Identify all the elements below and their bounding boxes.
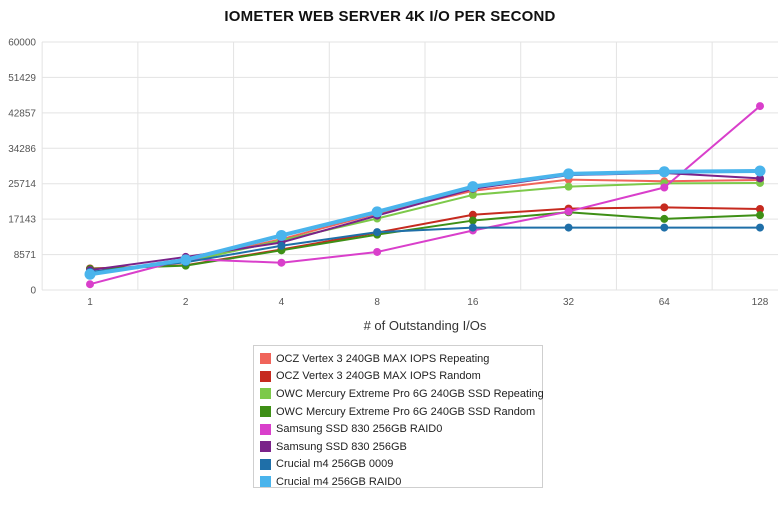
legend-item: Samsung SSD 830 256GB — [260, 438, 536, 456]
data-point — [277, 258, 286, 267]
legend-label: Samsung SSD 830 256GB RAID0 — [276, 423, 443, 436]
x-tick-label: 32 — [563, 297, 575, 308]
y-tick-label: 34286 — [8, 144, 36, 155]
legend-label: OWC Mercury Extreme Pro 6G 240GB SSD Rep… — [276, 387, 544, 400]
x-tick-label: 8 — [374, 297, 380, 308]
data-point — [660, 223, 669, 232]
x-tick-label: 2 — [183, 297, 189, 308]
grid-lines — [41, 41, 778, 291]
legend-swatch — [260, 406, 271, 418]
data-point — [756, 102, 764, 111]
data-point — [564, 207, 573, 216]
legend-label: OWC Mercury Extreme Pro 6G 240GB SSD Ran… — [276, 405, 536, 418]
legend-item: Crucial m4 256GB RAID0 — [260, 473, 536, 491]
data-point — [564, 182, 573, 191]
legend: OCZ Vertex 3 240GB MAX IOPS Repeating OCZ… — [253, 345, 544, 491]
legend-label: OCZ Vertex 3 240GB MAX IOPS Repeating — [276, 352, 490, 365]
data-point — [275, 229, 287, 241]
x-axis-ticks: 1 2 4 8 16 32 64 128 — [87, 297, 769, 308]
legend-item: OWC Mercury Extreme Pro 6G 240GB SSD Ran… — [260, 403, 536, 421]
series-lines — [84, 102, 766, 289]
data-point — [468, 210, 477, 219]
x-tick-label: 16 — [467, 297, 479, 308]
series-line — [89, 168, 761, 277]
data-point — [468, 223, 477, 232]
series-line — [89, 181, 761, 275]
legend-item: Samsung SSD 830 256GB RAID0 — [260, 420, 536, 438]
data-point — [371, 206, 383, 218]
data-point — [84, 268, 96, 280]
data-point — [373, 228, 382, 237]
y-tick-label: 51429 — [8, 73, 36, 84]
legend-swatch — [260, 388, 271, 400]
legend-item: Crucial m4 256GB 0009 — [260, 456, 536, 474]
data-point — [660, 203, 669, 212]
data-point — [468, 216, 477, 225]
legend-label: Crucial m4 256GB 0009 — [276, 458, 394, 471]
data-point — [86, 280, 94, 289]
legend-swatch — [260, 353, 271, 365]
y-tick-label: 42857 — [8, 108, 36, 119]
data-point — [660, 214, 669, 223]
legend-swatch — [260, 370, 271, 382]
data-point — [756, 211, 764, 220]
series-6 — [86, 223, 764, 276]
data-point — [564, 223, 573, 232]
data-point — [563, 168, 575, 180]
legend-swatch — [260, 441, 271, 453]
legend-item: OCZ Vertex 3 240GB MAX IOPS Repeating — [260, 350, 536, 368]
data-point — [467, 181, 479, 193]
data-point — [373, 247, 382, 256]
legend-label: OCZ Vertex 3 240GB MAX IOPS Random — [276, 370, 481, 383]
y-tick-label: 17143 — [8, 215, 36, 226]
x-axis-label: # of Outstanding I/Os — [364, 318, 487, 333]
y-tick-label: 8571 — [14, 250, 37, 261]
chart-title: IOMETER WEB SERVER 4K I/O PER SECOND — [224, 8, 556, 25]
data-point — [277, 241, 286, 250]
legend-swatch — [260, 476, 271, 488]
series-7 — [84, 165, 766, 280]
x-tick-label: 4 — [279, 297, 285, 308]
data-point — [468, 190, 477, 199]
x-tick-label: 1 — [87, 297, 93, 308]
data-point — [756, 204, 764, 213]
legend-label: Crucial m4 256GB RAID0 — [276, 475, 402, 488]
data-point — [658, 166, 670, 178]
data-point — [660, 183, 669, 192]
legend-swatch — [260, 423, 271, 435]
y-tick-label: 0 — [30, 286, 36, 297]
legend-swatch — [260, 458, 271, 470]
data-point — [756, 223, 764, 232]
x-tick-label: 128 — [752, 297, 769, 308]
chart-plot: 0 8571 17143 25714 34286 42857 51429 60000 1 2 4 8… — [8, 38, 778, 333]
x-tick-label: 64 — [659, 297, 671, 308]
legend-item: OCZ Vertex 3 240GB MAX IOPS Random — [260, 368, 536, 386]
y-axis-ticks: 0 8571 17143 25714 34286 42857 51429 60000 — [8, 38, 36, 297]
series-line — [89, 226, 760, 273]
y-tick-label: 25714 — [8, 179, 36, 190]
legend-label: Samsung SSD 830 256GB — [276, 440, 407, 453]
data-point — [756, 174, 764, 183]
legend-item: OWC Mercury Extreme Pro 6G 240GB SSD Rep… — [260, 385, 544, 403]
data-point — [180, 254, 192, 266]
y-tick-label: 60000 — [8, 38, 36, 49]
series-line — [89, 211, 761, 270]
data-point — [754, 165, 766, 177]
